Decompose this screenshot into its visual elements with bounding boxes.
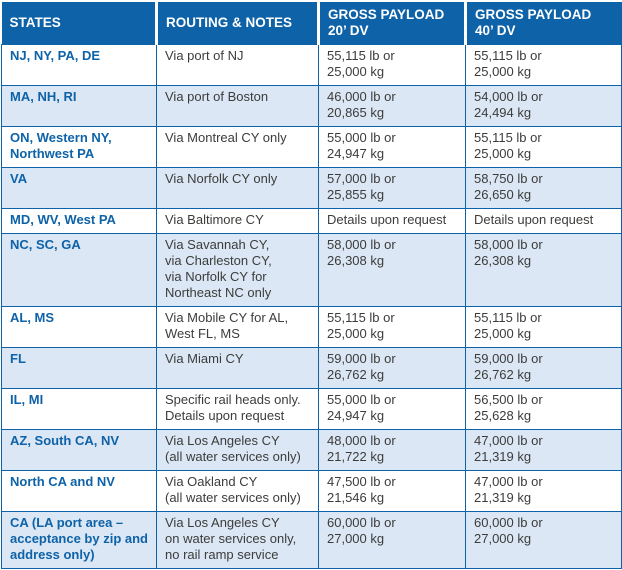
payload-40dv-cell: 60,000 lb or 27,000 kg bbox=[465, 510, 622, 569]
table-row: AZ, South CA, NV Via Los Angeles CY (all … bbox=[1, 428, 622, 471]
payload-40dv-cell: 59,000 lb or 26,762 kg bbox=[465, 346, 622, 389]
routing-cell: Specific rail heads only. Details upon r… bbox=[156, 387, 319, 430]
routing-cell: Via Montreal CY only bbox=[156, 125, 319, 168]
column-header-gross-payload-20dv: GROSS PAYLOAD 20’ DV bbox=[317, 2, 466, 44]
states-cell: AL, MS bbox=[1, 305, 157, 348]
table-header: STATES ROUTING & NOTES GROSS PAYLOAD 20’… bbox=[1, 2, 622, 44]
payload-20dv-cell: 55,115 lb or 25,000 kg bbox=[318, 43, 466, 86]
payload-20dv-cell: 60,000 lb or 27,000 kg bbox=[318, 510, 466, 569]
payload-40dv-cell: 47,000 lb or 21,319 kg bbox=[465, 469, 622, 512]
routing-cell: Via port of Boston bbox=[156, 84, 319, 127]
payload-20dv-cell: 58,000 lb or 26,308 kg bbox=[318, 232, 466, 307]
states-cell: VA bbox=[1, 166, 157, 209]
table-row: ON, Western NY, Northwest PA Via Montreal… bbox=[1, 125, 622, 168]
table-row: NJ, NY, PA, DE Via port of NJ 55,115 lb or… bbox=[1, 43, 622, 86]
states-cell: AZ, South CA, NV bbox=[1, 428, 157, 471]
states-cell: NJ, NY, PA, DE bbox=[1, 43, 157, 86]
states-cell: NC, SC, GA bbox=[1, 232, 157, 307]
table-row: NC, SC, GA Via Savannah CY, via Charlesto… bbox=[1, 232, 622, 307]
payload-40dv-cell: 58,750 lb or 26,650 kg bbox=[465, 166, 622, 209]
table-row: MA, NH, RI Via port of Boston 46,000 lb or… bbox=[1, 84, 622, 127]
payload-40dv-cell: Details upon request bbox=[465, 207, 622, 234]
column-header-routing-notes: ROUTING & NOTES bbox=[155, 2, 319, 44]
payload-20dv-cell: 55,000 lb or 24,947 kg bbox=[318, 387, 466, 430]
header-row: STATES ROUTING & NOTES GROSS PAYLOAD 20’… bbox=[1, 2, 622, 44]
column-header-states: STATES bbox=[1, 2, 157, 44]
payload-40dv-cell: 54,000 lb or 24,494 kg bbox=[465, 84, 622, 127]
table-row: FL Via Miami CY 59,000 lb or 26,762 kg 59,0… bbox=[1, 346, 622, 389]
routing-cell: Via port of NJ bbox=[156, 43, 319, 86]
payload-20dv-cell: Details upon request bbox=[318, 207, 466, 234]
payload-40dv-cell: 58,000 lb or 26,308 kg bbox=[465, 232, 622, 307]
payload-40dv-cell: 55,115 lb or 25,000 kg bbox=[465, 125, 622, 168]
routing-cell: Via Baltimore CY bbox=[156, 207, 319, 234]
routing-cell: Via Miami CY bbox=[156, 346, 319, 389]
payload-20dv-cell: 48,000 lb or 21,722 kg bbox=[318, 428, 466, 471]
states-cell: IL, MI bbox=[1, 387, 157, 430]
states-cell: FL bbox=[1, 346, 157, 389]
table-row: MD, WV, West PA Via Baltimore CY Details u… bbox=[1, 207, 622, 234]
payload-20dv-cell: 47,500 lb or 21,546 kg bbox=[318, 469, 466, 512]
payload-20dv-cell: 59,000 lb or 26,762 kg bbox=[318, 346, 466, 389]
payload-40dv-cell: 55,115 lb or 25,000 kg bbox=[465, 305, 622, 348]
routing-cell: Via Mobile CY for AL, West FL, MS bbox=[156, 305, 319, 348]
states-cell: MA, NH, RI bbox=[1, 84, 157, 127]
table-body: NJ, NY, PA, DE Via port of NJ 55,115 lb or… bbox=[1, 43, 622, 569]
states-cell: MD, WV, West PA bbox=[1, 207, 157, 234]
table-row: IL, MI Specific rail heads only. Details … bbox=[1, 387, 622, 430]
routing-cell: Via Savannah CY, via Charleston CY, via … bbox=[156, 232, 319, 307]
states-cell: ON, Western NY, Northwest PA bbox=[1, 125, 157, 168]
table-row: AL, MS Via Mobile CY for AL, West FL, MS 5… bbox=[1, 305, 622, 348]
payload-20dv-cell: 55,000 lb or 24,947 kg bbox=[318, 125, 466, 168]
payload-40dv-cell: 55,115 lb or 25,000 kg bbox=[465, 43, 622, 86]
routing-cell: Via Los Angeles CY on water services onl… bbox=[156, 510, 319, 569]
payload-20dv-cell: 46,000 lb or 20,865 kg bbox=[318, 84, 466, 127]
routing-cell: Via Los Angeles CY (all water services o… bbox=[156, 428, 319, 471]
table-row: CA (LA port area – acceptance by zip and… bbox=[1, 510, 622, 569]
states-cell: CA (LA port area – acceptance by zip and… bbox=[1, 510, 157, 569]
payload-40dv-cell: 47,000 lb or 21,319 kg bbox=[465, 428, 622, 471]
payload-20dv-cell: 55,115 lb or 25,000 kg bbox=[318, 305, 466, 348]
column-header-gross-payload-40dv: GROSS PAYLOAD 40’ DV bbox=[464, 2, 622, 44]
routing-cell: Via Oakland CY (all water services only) bbox=[156, 469, 319, 512]
payload-40dv-cell: 56,500 lb or 25,628 kg bbox=[465, 387, 622, 430]
states-cell: North CA and NV bbox=[1, 469, 157, 512]
payload-20dv-cell: 57,000 lb or 25,855 kg bbox=[318, 166, 466, 209]
table-row: North CA and NV Via Oakland CY (all water… bbox=[1, 469, 622, 512]
table-row: VA Via Norfolk CY only 57,000 lb or 25,855… bbox=[1, 166, 622, 209]
routing-cell: Via Norfolk CY only bbox=[156, 166, 319, 209]
